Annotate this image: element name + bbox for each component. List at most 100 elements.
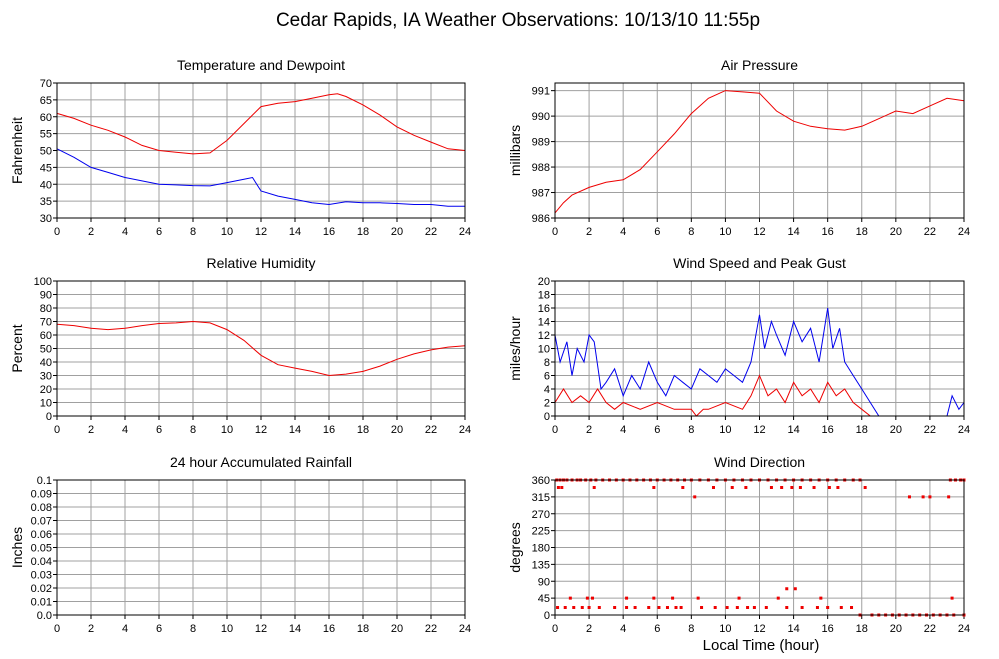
series-point <box>693 495 697 499</box>
plot-frame <box>554 479 965 616</box>
series-point <box>681 486 685 489</box>
x-tick-label: 20 <box>391 623 403 635</box>
x-tick-label: 22 <box>924 424 936 436</box>
x-tick-label: 0 <box>552 623 558 635</box>
series-point <box>793 587 797 591</box>
x-tick-label: 6 <box>156 623 162 635</box>
y-axis-label: millibars <box>507 125 523 176</box>
y-tick-label: 14 <box>538 317 550 329</box>
y-tick-label: 4 <box>544 384 550 396</box>
y-tick-label: 270 <box>532 509 550 521</box>
x-tick-label: 6 <box>654 226 660 238</box>
y-tick-label: 135 <box>532 559 550 571</box>
x-tick-label: 6 <box>654 623 660 635</box>
x-tick-label: 16 <box>323 623 335 635</box>
series-point <box>585 596 589 600</box>
x-tick-label: 24 <box>958 424 970 436</box>
relative-humidity-chart: Relative Humidity01020304050607080901000… <box>9 255 471 436</box>
series-line-1 <box>554 307 965 417</box>
x-tick-label: 0 <box>552 226 558 238</box>
series-point <box>827 486 831 489</box>
series-point <box>657 606 661 609</box>
series-point <box>633 606 637 609</box>
x-tick-label: 18 <box>357 424 369 436</box>
series-point <box>785 587 789 591</box>
chart-title: Temperature and Dewpoint <box>177 57 345 73</box>
series-point <box>769 486 773 489</box>
x-tick-label: 12 <box>753 623 765 635</box>
y-tick-label: 0.03 <box>31 570 52 582</box>
y-tick-label: 986 <box>532 213 550 225</box>
chart-title: Wind Speed and Peak Gust <box>673 255 846 271</box>
x-tick-label: 22 <box>924 623 936 635</box>
series-point <box>785 606 789 609</box>
series-point <box>928 495 932 499</box>
series-point <box>679 606 683 609</box>
x-tick-label: 16 <box>323 424 335 436</box>
y-tick-label: 80 <box>40 303 52 315</box>
x-tick-label: 10 <box>719 424 731 436</box>
y-axis-label: Inches <box>9 527 25 568</box>
y-tick-label: 45 <box>40 162 52 174</box>
x-tick-label: 6 <box>156 226 162 238</box>
series-point <box>587 606 591 609</box>
series-point <box>863 486 867 489</box>
page-title: Cedar Rapids, IA Weather Observations: 1… <box>276 10 760 31</box>
series-line-2 <box>554 374 964 417</box>
x-tick-label: 4 <box>122 424 128 436</box>
series-point <box>556 606 560 609</box>
x-tick-label: 4 <box>620 226 626 238</box>
x-tick-label: 4 <box>620 623 626 635</box>
x-tick-label: 20 <box>890 226 902 238</box>
x-tick-label: 2 <box>88 424 94 436</box>
x-tick-label: 12 <box>753 226 765 238</box>
y-tick-label: 0.02 <box>31 583 52 595</box>
accumulated-rainfall-chart: 24 hour Accumulated Rainfall0.00.010.020… <box>9 454 471 635</box>
y-tick-label: 90 <box>40 290 52 302</box>
y-tick-label: 0.04 <box>31 556 52 568</box>
x-tick-label: 14 <box>787 424 799 436</box>
x-tick-label: 18 <box>357 623 369 635</box>
x-tick-label: 16 <box>822 226 834 238</box>
y-tick-label: 0.08 <box>31 502 52 514</box>
series-point <box>652 596 656 600</box>
x-tick-label: 4 <box>122 226 128 238</box>
x-tick-label: 2 <box>586 623 592 635</box>
x-tick-label: 18 <box>357 226 369 238</box>
series-point <box>696 596 700 600</box>
y-tick-label: 65 <box>40 95 52 107</box>
series-point <box>746 606 750 609</box>
x-tick-label: 8 <box>688 424 694 436</box>
x-tick-label: 18 <box>856 623 868 635</box>
y-tick-label: 90 <box>538 576 550 588</box>
x-tick-label: 22 <box>425 424 437 436</box>
series-point <box>798 486 802 489</box>
series-point <box>625 596 629 600</box>
series-point <box>711 486 715 489</box>
series-point <box>597 606 601 609</box>
x-tick-label: 24 <box>459 424 471 436</box>
series-point <box>839 606 843 609</box>
x-tick-label: 22 <box>425 623 437 635</box>
y-tick-label: 180 <box>532 543 550 555</box>
series-point <box>725 606 729 609</box>
x-tick-label: 4 <box>620 424 626 436</box>
x-tick-label: 12 <box>255 623 267 635</box>
y-tick-label: 6 <box>544 371 550 383</box>
series-point <box>780 486 784 489</box>
series-point <box>730 486 734 489</box>
x-tick-label: 14 <box>289 424 301 436</box>
y-tick-label: 100 <box>34 276 52 288</box>
x-tick-label: 2 <box>586 226 592 238</box>
x-axis-label: Local Time (hour) <box>703 637 820 654</box>
series-point <box>572 606 576 609</box>
y-axis-label: Percent <box>9 324 25 372</box>
x-tick-label: 4 <box>122 623 128 635</box>
series-point <box>950 596 954 600</box>
series-point <box>652 486 656 489</box>
y-tick-label: 70 <box>40 78 52 90</box>
series-point <box>647 606 651 609</box>
x-tick-label: 8 <box>688 226 694 238</box>
x-tick-label: 10 <box>719 623 731 635</box>
y-tick-label: 30 <box>40 213 52 225</box>
